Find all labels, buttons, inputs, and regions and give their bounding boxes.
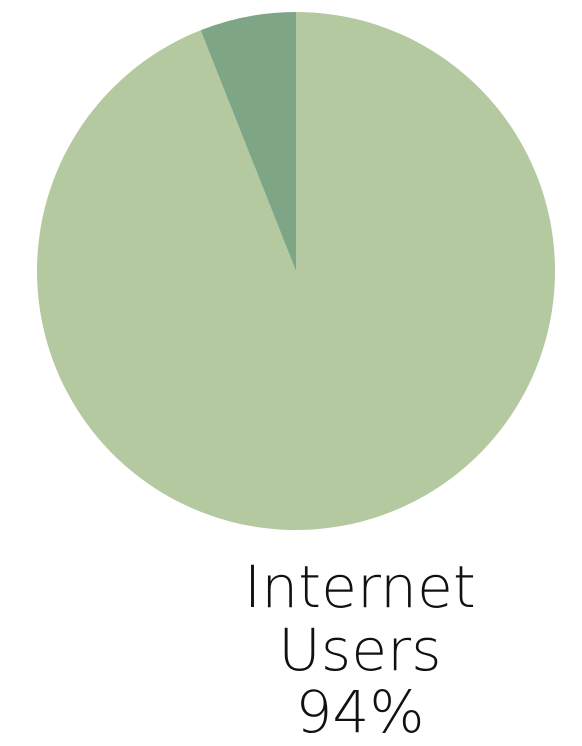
pie-slice-internet-users [37,12,556,530]
slice-label-internet-users: Internet Users 94% [160,556,560,744]
slice-label-percent: 94% [295,678,425,746]
slice-label-name: Internet Users [244,553,476,684]
pie-chart: Internet Users 94% [37,12,556,743]
pie-slice-other-1 [200,12,296,271]
pie-chart-svg [37,12,556,530]
